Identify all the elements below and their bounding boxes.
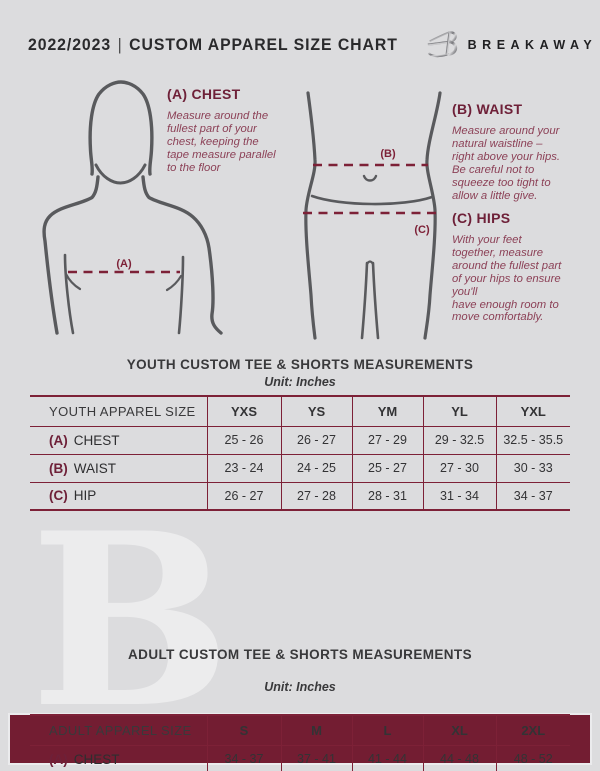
cell: 24 - 25 xyxy=(280,453,352,482)
left-inner-arm xyxy=(63,253,75,335)
youth-size-col: YXL xyxy=(495,396,570,427)
head-outline xyxy=(88,80,154,176)
youth-size-col: YS xyxy=(280,396,352,427)
adult-size-table: ADULT APPAREL SIZE S M L XL 2XL (A) CHEST… xyxy=(30,714,570,771)
page-header: 2022/2023 | CUSTOM APPAREL SIZE CHART xyxy=(28,26,592,64)
adult-section-title: ADULT CUSTOM TEE & SHORTS MEASUREMENTS xyxy=(128,647,472,662)
waist-heading: (B) WAIST xyxy=(452,101,523,117)
youth-section-title: YOUTH CUSTOM TEE & SHORTS MEASUREMENTS xyxy=(126,357,474,372)
row-label: (A) CHEST xyxy=(30,745,207,771)
row-key: (B) xyxy=(49,460,68,476)
row-key: (C) xyxy=(49,488,68,504)
cell: 29 - 32.5 xyxy=(422,426,496,454)
table-row: (A) CHEST 34 - 37 37 - 41 41 - 44 44 - 48… xyxy=(30,745,570,771)
adult-size-col: L xyxy=(351,715,423,746)
cell: 25 - 26 xyxy=(206,426,281,454)
chest-guide-block: (A) CHEST Measure around the fullest par… xyxy=(167,86,307,175)
hips-guide-block: (C) HIPS With your feet together, measur… xyxy=(452,210,594,324)
adult-header-row: ADULT APPAREL SIZE S M L XL 2XL xyxy=(30,715,570,746)
left-shoulder-arm xyxy=(42,175,100,335)
table-row: (C) HIP 26 - 27 27 - 28 28 - 31 31 - 34 3… xyxy=(30,481,570,510)
row-name: CHEST xyxy=(73,751,120,767)
table-row: (A) CHEST 25 - 26 26 - 27 27 - 29 29 - 32… xyxy=(30,426,570,454)
cell: 32.5 - 35.5 xyxy=(495,426,570,454)
youth-size-col: YL xyxy=(422,396,496,427)
youth-unit-label: Unit: Inches xyxy=(264,375,336,389)
cell: 27 - 30 xyxy=(422,453,496,482)
breakaway-b-monogram-icon xyxy=(427,30,457,58)
hips-heading: (C) HIPS xyxy=(452,210,511,226)
row-name: WAIST xyxy=(73,460,116,476)
right-inner-leg xyxy=(371,261,380,340)
navel xyxy=(362,174,378,182)
hips-description: With your feet together, measure around … xyxy=(452,234,562,324)
chest-heading: (A) CHEST xyxy=(167,86,241,102)
adult-size-col: XL xyxy=(422,715,496,746)
adult-size-col: M xyxy=(280,715,352,746)
adult-size-col: S xyxy=(206,715,281,746)
brand-name: BREAKAWAY xyxy=(467,38,598,52)
cell: 26 - 27 xyxy=(206,481,281,510)
page-title: 2022/2023 | CUSTOM APPAREL SIZE CHART xyxy=(28,35,398,55)
season-label: 2022/2023 xyxy=(28,35,112,54)
cell: 30 - 33 xyxy=(495,453,570,482)
youth-header-row: YOUTH APPAREL SIZE YXS YS YM YL YXL xyxy=(30,396,570,427)
adult-unit-label: Unit: Inches xyxy=(264,680,336,694)
waist-marker-label: (B) xyxy=(380,148,396,160)
cell: 37 - 41 xyxy=(280,745,352,771)
cell: 28 - 31 xyxy=(351,481,423,510)
right-side-outline xyxy=(423,91,442,340)
brand-logo: BREAKAWAY xyxy=(426,28,598,62)
row-name: HIP xyxy=(73,488,97,504)
row-label: (A) CHEST xyxy=(30,426,207,454)
youth-size-col: YM xyxy=(351,396,423,427)
cell: 44 - 48 xyxy=(422,745,496,771)
row-label: (B) WAIST xyxy=(30,453,207,482)
youth-size-table: YOUTH APPAREL SIZE YXS YS YM YL YXL (A) C… xyxy=(30,395,570,511)
table-row: (B) WAIST 23 - 24 24 - 25 25 - 27 27 - 30… xyxy=(30,453,570,482)
cell: 48 - 52 xyxy=(495,745,570,771)
right-inner-arm xyxy=(177,255,185,335)
youth-size-col: YXS xyxy=(206,396,281,427)
chest-marker-label: (A) xyxy=(116,258,132,270)
cell: 25 - 27 xyxy=(351,453,423,482)
cell: 31 - 34 xyxy=(422,481,496,510)
row-label: (C) HIP xyxy=(30,481,207,510)
cell: 27 - 29 xyxy=(351,426,423,454)
adult-size-col: 2XL xyxy=(495,715,570,746)
breakaway-watermark-letter: B xyxy=(30,482,232,761)
hip-crease xyxy=(310,194,434,206)
row-key: (A) xyxy=(49,432,68,448)
chart-title: CUSTOM APPAREL SIZE CHART xyxy=(129,35,398,54)
waist-description: Measure around your natural waistline – … xyxy=(452,125,561,202)
lower-body-illustration: (B) (C) xyxy=(303,91,442,340)
cell: 34 - 37 xyxy=(495,481,570,510)
cell: 26 - 27 xyxy=(280,426,352,454)
cell: 41 - 44 xyxy=(351,745,423,771)
cell: 34 - 37 xyxy=(206,745,281,771)
torso-illustration: (A) xyxy=(42,80,223,335)
right-shoulder-arm xyxy=(141,175,223,335)
left-inner-leg xyxy=(360,261,369,340)
cell: 27 - 28 xyxy=(280,481,352,510)
waist-guide-block: (B) WAIST Measure around your natural wa… xyxy=(452,101,592,202)
chest-description: Measure around the fullest part of your … xyxy=(167,110,276,174)
hips-marker-label: (C) xyxy=(414,224,430,236)
row-key: (A) xyxy=(49,751,68,767)
cell: 23 - 24 xyxy=(206,453,281,482)
left-side-outline xyxy=(304,91,317,340)
adult-size-label-header: ADULT APPAREL SIZE xyxy=(30,715,207,746)
youth-size-label-header: YOUTH APPAREL SIZE xyxy=(30,396,207,427)
row-name: CHEST xyxy=(73,432,120,448)
title-divider: | xyxy=(117,35,123,54)
